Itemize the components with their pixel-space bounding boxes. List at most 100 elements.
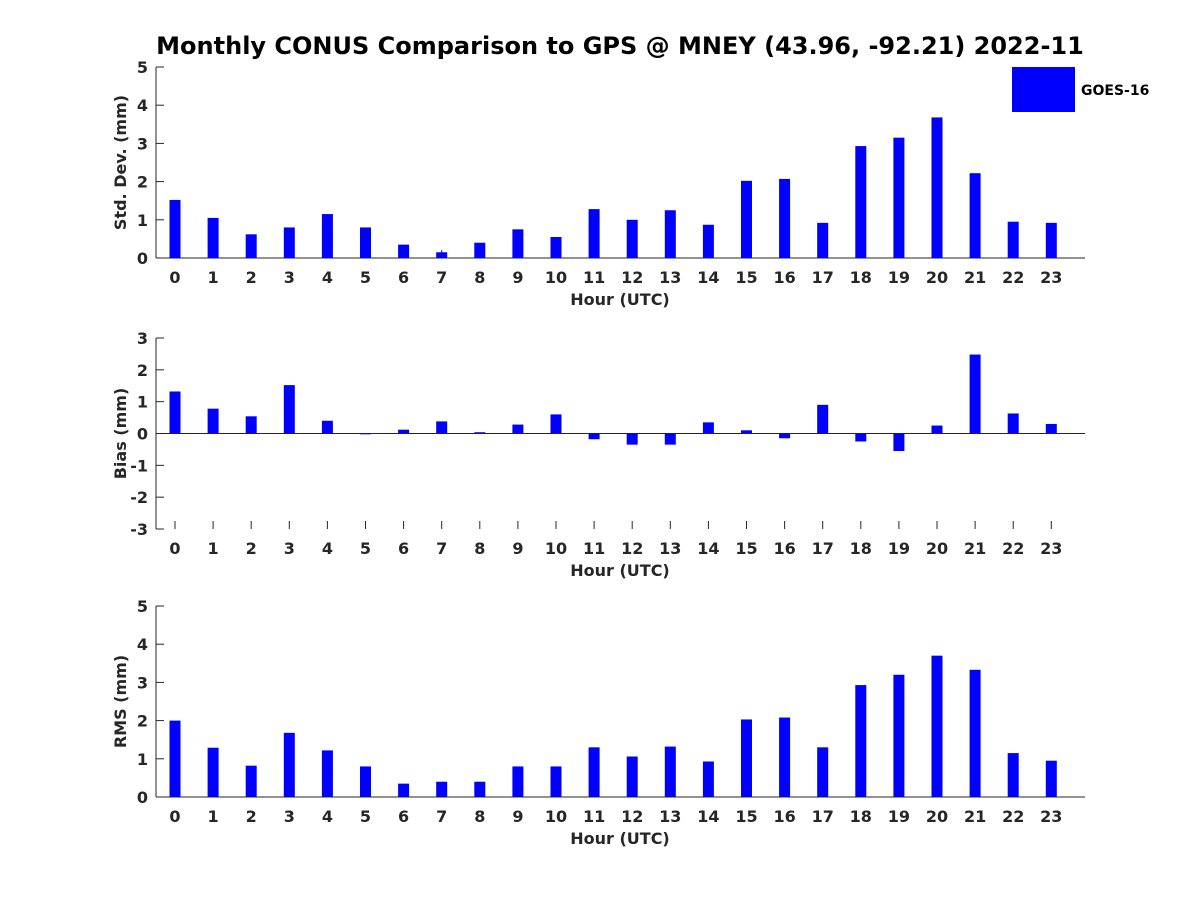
- y-tick-label: 1: [137, 211, 148, 230]
- bar-hour-20: [931, 655, 943, 797]
- y-tick-label: 0: [137, 249, 148, 268]
- bar-hour-14: [702, 761, 714, 797]
- bar-hour-10: [550, 236, 562, 258]
- bar-hour-5: [360, 227, 371, 258]
- bar-hour-11: [588, 433, 600, 440]
- y-tick-label: 3: [137, 134, 148, 153]
- bar-hour-6: [398, 429, 410, 434]
- bar-hour-23: [1045, 760, 1057, 797]
- y-tick-label: 0: [137, 425, 148, 444]
- bar-hour-0: [169, 391, 181, 434]
- x-tick-label: 12: [621, 539, 643, 558]
- bar-hour-6: [398, 244, 410, 258]
- x-tick-label: 1: [208, 807, 219, 826]
- x-tick-label: 2: [246, 807, 257, 826]
- bar-hour-18: [855, 685, 867, 797]
- bar-hour-9: [512, 229, 524, 258]
- x-tick-label: 0: [169, 807, 180, 826]
- y-tick-label: 2: [137, 173, 148, 192]
- x-tick-label: 4: [322, 807, 333, 826]
- x-tick-label: 4: [322, 268, 333, 287]
- y-tick-label: 5: [137, 597, 148, 616]
- x-axis-label: Hour (UTC): [570, 829, 670, 848]
- x-tick-label: 8: [474, 539, 485, 558]
- x-tick-label: 14: [697, 807, 719, 826]
- x-tick-label: 22: [1002, 807, 1024, 826]
- x-tick-label: 1: [208, 539, 219, 558]
- bar-hour-8: [474, 781, 486, 797]
- y-tick-label: 2: [137, 712, 148, 731]
- bar-hour-2: [245, 234, 257, 258]
- y-tick-label: 5: [137, 58, 148, 77]
- bar-hour-5: [360, 766, 371, 797]
- bar-hour-3: [283, 732, 295, 797]
- x-tick-label: 20: [926, 539, 948, 558]
- bar-hour-4: [321, 750, 333, 797]
- y-tick-label: 4: [137, 96, 148, 115]
- bar-hour-0: [169, 199, 181, 258]
- x-axis-label: Hour (UTC): [570, 561, 670, 580]
- x-tick-label: 11: [583, 268, 605, 287]
- y-tick-label: 4: [137, 635, 148, 654]
- x-tick-label: 21: [964, 539, 986, 558]
- y-tick-label: 3: [137, 673, 148, 692]
- y-tick-label: 2: [137, 361, 148, 380]
- x-tick-label: 3: [284, 807, 295, 826]
- x-tick-label: 18: [850, 807, 872, 826]
- bar-hour-1: [207, 217, 219, 258]
- x-tick-label: 6: [398, 268, 409, 287]
- bar-hour-9: [512, 424, 524, 434]
- bar-hour-1: [207, 408, 219, 434]
- x-tick-label: 14: [697, 268, 719, 287]
- x-tick-label: 23: [1040, 539, 1062, 558]
- bar-hour-17: [817, 747, 829, 797]
- x-tick-label: 0: [169, 539, 180, 558]
- x-tick-label: 3: [284, 268, 295, 287]
- bar-hour-2: [245, 416, 257, 434]
- x-tick-label: 5: [360, 268, 371, 287]
- legend: GOES-16: [1012, 67, 1149, 112]
- bar-hour-15: [741, 719, 752, 797]
- bar-hour-12: [626, 756, 638, 797]
- bar-hour-22: [1007, 221, 1019, 258]
- x-tick-label: 18: [850, 268, 872, 287]
- x-tick-label: 17: [812, 268, 834, 287]
- bar-hour-18: [855, 146, 867, 258]
- x-tick-label: 0: [169, 268, 180, 287]
- x-tick-label: 22: [1002, 268, 1024, 287]
- legend-swatch: [1012, 67, 1075, 112]
- bar-hour-20: [931, 425, 943, 434]
- x-tick-label: 23: [1040, 268, 1062, 287]
- x-axis-label: Hour (UTC): [570, 290, 670, 309]
- x-tick-label: 2: [246, 539, 257, 558]
- x-tick-label: 21: [964, 807, 986, 826]
- x-tick-label: 22: [1002, 539, 1024, 558]
- bar-hour-10: [550, 414, 562, 434]
- x-tick-label: 16: [773, 268, 795, 287]
- bar-hour-22: [1007, 753, 1019, 797]
- x-tick-label: 13: [659, 807, 681, 826]
- bar-hour-21: [969, 354, 981, 434]
- bar-hour-16: [779, 178, 791, 258]
- bar-hour-18: [855, 433, 867, 442]
- bar-hour-9: [512, 766, 524, 797]
- x-tick-label: 6: [398, 807, 409, 826]
- x-tick-label: 13: [659, 539, 681, 558]
- bar-hour-8: [474, 242, 486, 258]
- x-tick-label: 6: [398, 539, 409, 558]
- bar-hour-17: [817, 404, 829, 434]
- y-tick-label: 1: [137, 393, 148, 412]
- bar-hour-7: [436, 781, 448, 797]
- x-tick-label: 14: [697, 539, 719, 558]
- x-tick-label: 21: [964, 268, 986, 287]
- bar-hour-13: [664, 433, 676, 445]
- y-axis-label: Std. Dev. (mm): [111, 95, 130, 230]
- bar-hour-19: [893, 433, 905, 452]
- x-tick-label: 9: [512, 807, 523, 826]
- x-tick-label: 23: [1040, 807, 1062, 826]
- bar-hour-3: [283, 385, 295, 434]
